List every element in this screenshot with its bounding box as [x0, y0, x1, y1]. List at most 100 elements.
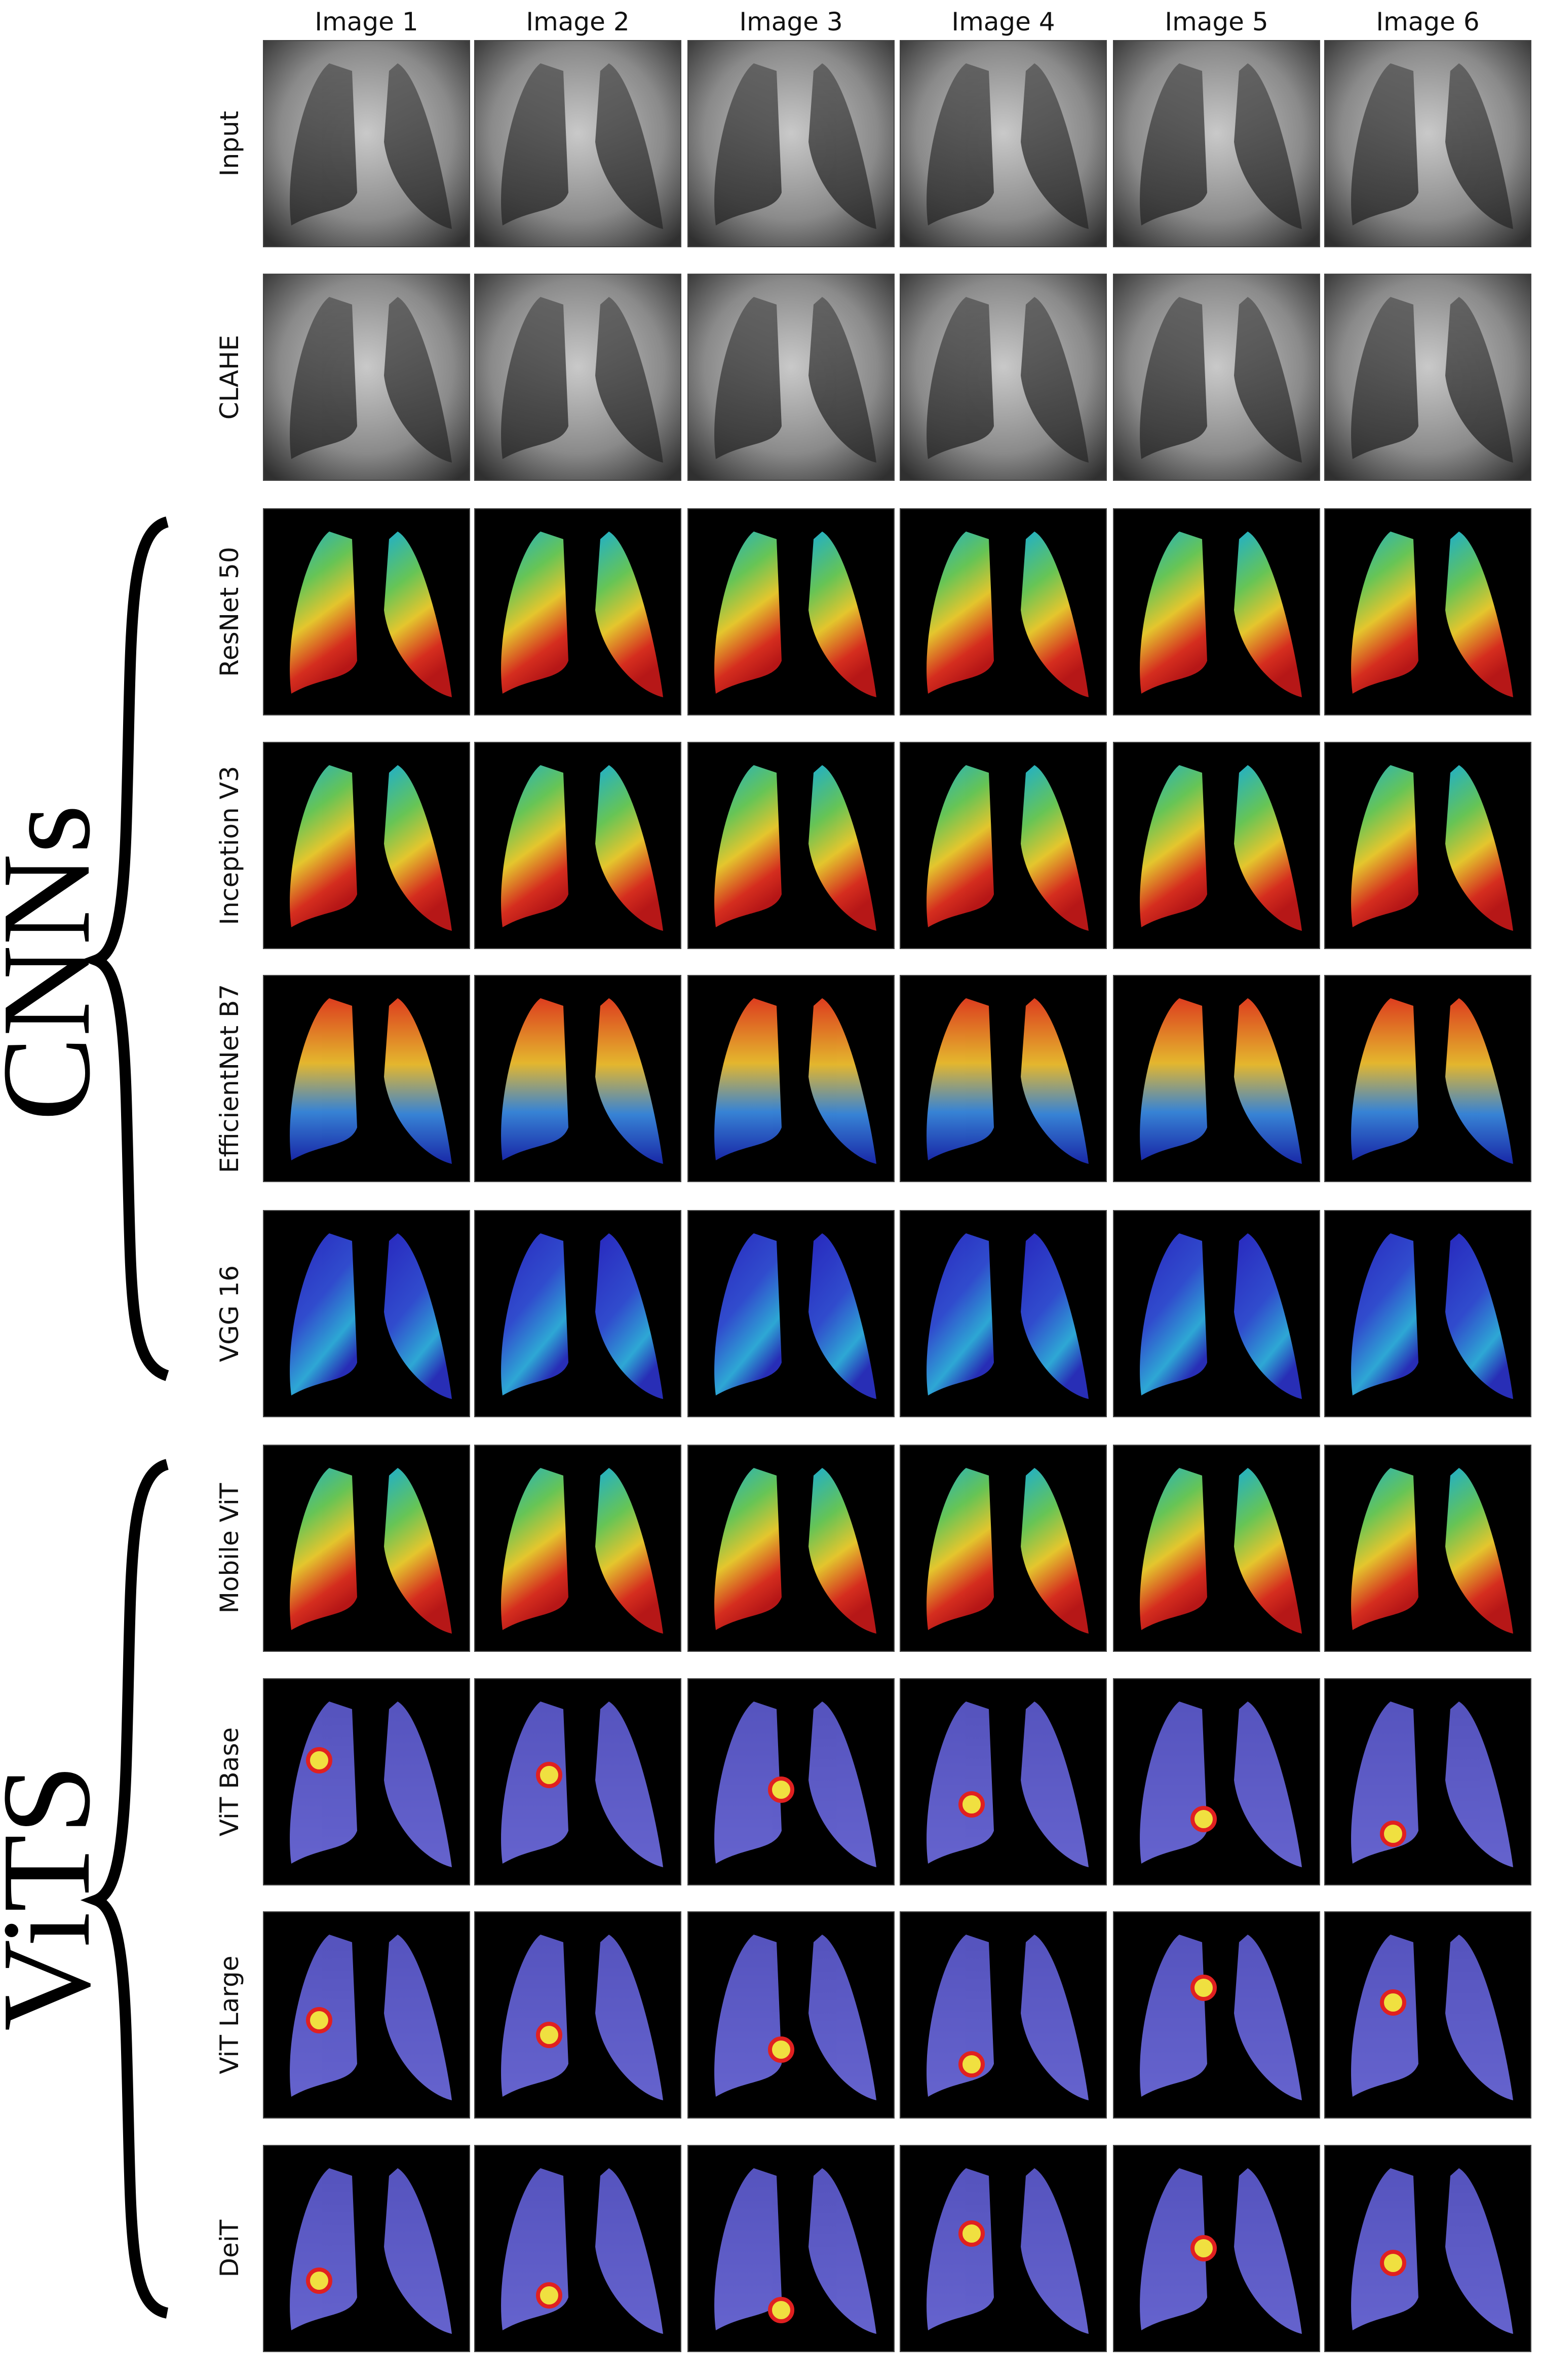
row-label: Inception V3 [215, 766, 244, 925]
hotspot [958, 1791, 985, 1818]
image-cell [1113, 1678, 1320, 1885]
group-label: CNNs [0, 804, 117, 1121]
column-header: Image 1 [315, 7, 418, 36]
column-header: Image 6 [1376, 7, 1479, 36]
column-header: Image 3 [739, 7, 842, 36]
image-cell [263, 1911, 470, 2119]
image-cell [1324, 508, 1531, 715]
image-cell [1324, 274, 1531, 481]
row-label: VGG 16 [215, 1265, 244, 1362]
hotspot [1190, 1806, 1217, 1832]
hotspot [536, 1762, 562, 1788]
row-label: Input [215, 111, 244, 176]
image-cell [263, 1210, 470, 1417]
image-cell [474, 40, 681, 247]
hotspot [768, 2297, 794, 2323]
brace [80, 1459, 169, 2319]
image-cell [687, 40, 895, 247]
image-cell [1113, 1445, 1320, 1652]
image-cell [687, 274, 895, 481]
image-cell [474, 1678, 681, 1885]
image-cell [474, 2145, 681, 2352]
image-cell [687, 1210, 895, 1417]
image-cell [1113, 1210, 1320, 1417]
image-cell [900, 508, 1107, 715]
column-header: Image 4 [951, 7, 1055, 36]
image-cell [900, 274, 1107, 481]
column-header: Image 2 [526, 7, 629, 36]
hotspot [958, 2220, 985, 2247]
hotspot [958, 2051, 985, 2077]
image-cell [1113, 1911, 1320, 2119]
hotspot [768, 2036, 794, 2063]
image-cell [900, 1210, 1107, 1417]
image-cell [1324, 1911, 1531, 2119]
image-cell [1324, 1678, 1531, 1885]
image-cell [687, 1911, 895, 2119]
row-label: EfficientNet B7 [215, 984, 244, 1173]
image-cell [1324, 742, 1531, 949]
image-cell [1113, 975, 1320, 1182]
image-cell [687, 508, 895, 715]
image-cell [263, 40, 470, 247]
column-header: Image 5 [1165, 7, 1268, 36]
image-cell [474, 1210, 681, 1417]
image-cell [474, 274, 681, 481]
image-cell [263, 274, 470, 481]
hotspot [768, 1777, 794, 1803]
image-cell [474, 742, 681, 949]
row-label: DeiT [215, 2219, 244, 2277]
brace [80, 516, 169, 1381]
image-cell [1113, 508, 1320, 715]
row-label: ViT Base [215, 1727, 244, 1836]
image-cell [474, 1445, 681, 1652]
image-cell [474, 508, 681, 715]
image-cell [1113, 40, 1320, 247]
image-cell [1324, 975, 1531, 1182]
image-cell [1324, 1210, 1531, 1417]
hotspot [306, 2007, 332, 2033]
image-grid [263, 40, 1531, 2352]
image-cell [900, 1911, 1107, 2119]
image-cell [1324, 1445, 1531, 1652]
image-cell [474, 975, 681, 1182]
image-cell [1324, 40, 1531, 247]
hotspot [306, 2268, 332, 2294]
image-cell [687, 742, 895, 949]
image-cell [687, 2145, 895, 2352]
row-label: Mobile ViT [215, 1483, 244, 1613]
hotspot [1380, 2250, 1406, 2276]
hotspot [1380, 1989, 1406, 2016]
image-cell [900, 1678, 1107, 1885]
hotspot [536, 2022, 562, 2048]
hotspot [1380, 1821, 1406, 1847]
image-cell [900, 2145, 1107, 2352]
row-label: ResNet 50 [215, 547, 244, 677]
image-cell [1324, 2145, 1531, 2352]
image-cell [1113, 742, 1320, 949]
image-cell [900, 40, 1107, 247]
image-cell [474, 1911, 681, 2119]
hotspot [1190, 1975, 1217, 2001]
image-cell [263, 1678, 470, 1885]
hotspot [306, 1747, 332, 1773]
image-cell [1113, 2145, 1320, 2352]
image-cell [263, 1445, 470, 1652]
image-cell [1113, 274, 1320, 481]
image-cell [687, 1678, 895, 1885]
image-cell [900, 975, 1107, 1182]
image-cell [263, 742, 470, 949]
hotspot [536, 2282, 562, 2309]
row-label: ViT Large [215, 1955, 244, 2074]
image-cell [687, 1445, 895, 1652]
image-cell [263, 2145, 470, 2352]
image-cell [687, 975, 895, 1182]
image-cell [900, 742, 1107, 949]
image-cell [263, 975, 470, 1182]
hotspot [1190, 2235, 1217, 2261]
image-cell [900, 1445, 1107, 1652]
image-cell [263, 508, 470, 715]
group-label: ViTS [0, 1764, 117, 2031]
row-label: CLAHE [215, 335, 244, 420]
